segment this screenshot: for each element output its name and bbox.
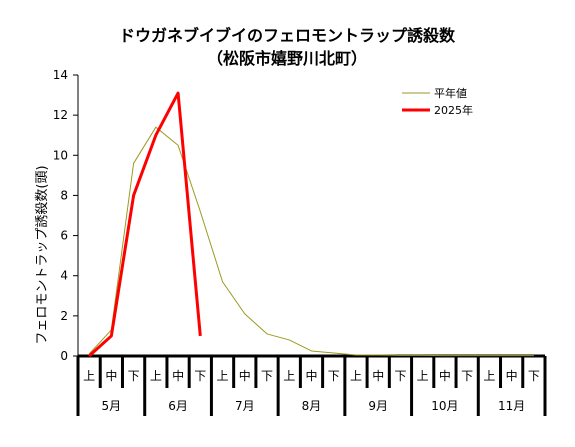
x-month-label: 7月 xyxy=(235,399,255,413)
x-tick-label: 中 xyxy=(372,368,384,383)
x-tick-label: 上 xyxy=(150,369,162,383)
x-month-label: 10月 xyxy=(431,399,458,413)
y-tick-label: 10 xyxy=(53,148,68,162)
x-tick-label: 中 xyxy=(105,368,117,383)
x-tick-label: 下 xyxy=(128,369,140,383)
x-tick-label: 中 xyxy=(172,368,184,383)
y-tick-label: 0 xyxy=(60,349,68,363)
x-tick-label: 上 xyxy=(83,369,95,383)
x-tick-label: 上 xyxy=(283,369,295,383)
y-tick-label: 2 xyxy=(60,309,68,323)
x-tick-label: 上 xyxy=(350,369,362,383)
series-line-normal xyxy=(88,126,534,357)
y-tick-label: 6 xyxy=(60,229,68,243)
x-month-label: 5月 xyxy=(102,399,122,413)
x-month-label: 6月 xyxy=(168,399,188,413)
x-tick-label: 上 xyxy=(417,369,429,383)
legend: 平年値 2025年 xyxy=(402,86,473,117)
x-month-label: 11月 xyxy=(498,399,525,413)
x-tick-label: 下 xyxy=(461,369,473,383)
legend-label: 2025年 xyxy=(434,103,473,117)
series-layer xyxy=(88,91,534,358)
y-tick-label: 8 xyxy=(60,188,68,202)
x-tick-label: 中 xyxy=(239,368,251,383)
x-tick-label: 中 xyxy=(506,368,518,383)
y-axis-label: フェロモントラップ誘殺数(頭) xyxy=(35,165,50,344)
x-month-label: 9月 xyxy=(368,399,388,413)
series-line-2025 xyxy=(88,91,202,358)
chart-subtitle: （松阪市嬉野川北町） xyxy=(207,49,367,68)
x-tick-label: 下 xyxy=(261,369,273,383)
x-month-label: 8月 xyxy=(302,399,322,413)
x-tick-label: 上 xyxy=(217,369,229,383)
x-tick-label: 下 xyxy=(528,369,540,383)
y-tick-label: 14 xyxy=(53,68,68,82)
legend-label: 平年値 xyxy=(434,86,467,100)
x-tick-label: 上 xyxy=(483,369,495,383)
x-tick-label: 下 xyxy=(394,369,406,383)
y-tick-label: 4 xyxy=(60,269,68,283)
x-tick-label: 下 xyxy=(328,369,340,383)
chart-title: ドウガネブイブイのフェロモントラップ誘殺数 xyxy=(119,26,456,45)
y-tick-label: 12 xyxy=(53,108,68,122)
x-tick-label: 下 xyxy=(194,369,206,383)
x-tick-label: 中 xyxy=(305,368,317,383)
x-tick-label: 中 xyxy=(439,368,451,383)
